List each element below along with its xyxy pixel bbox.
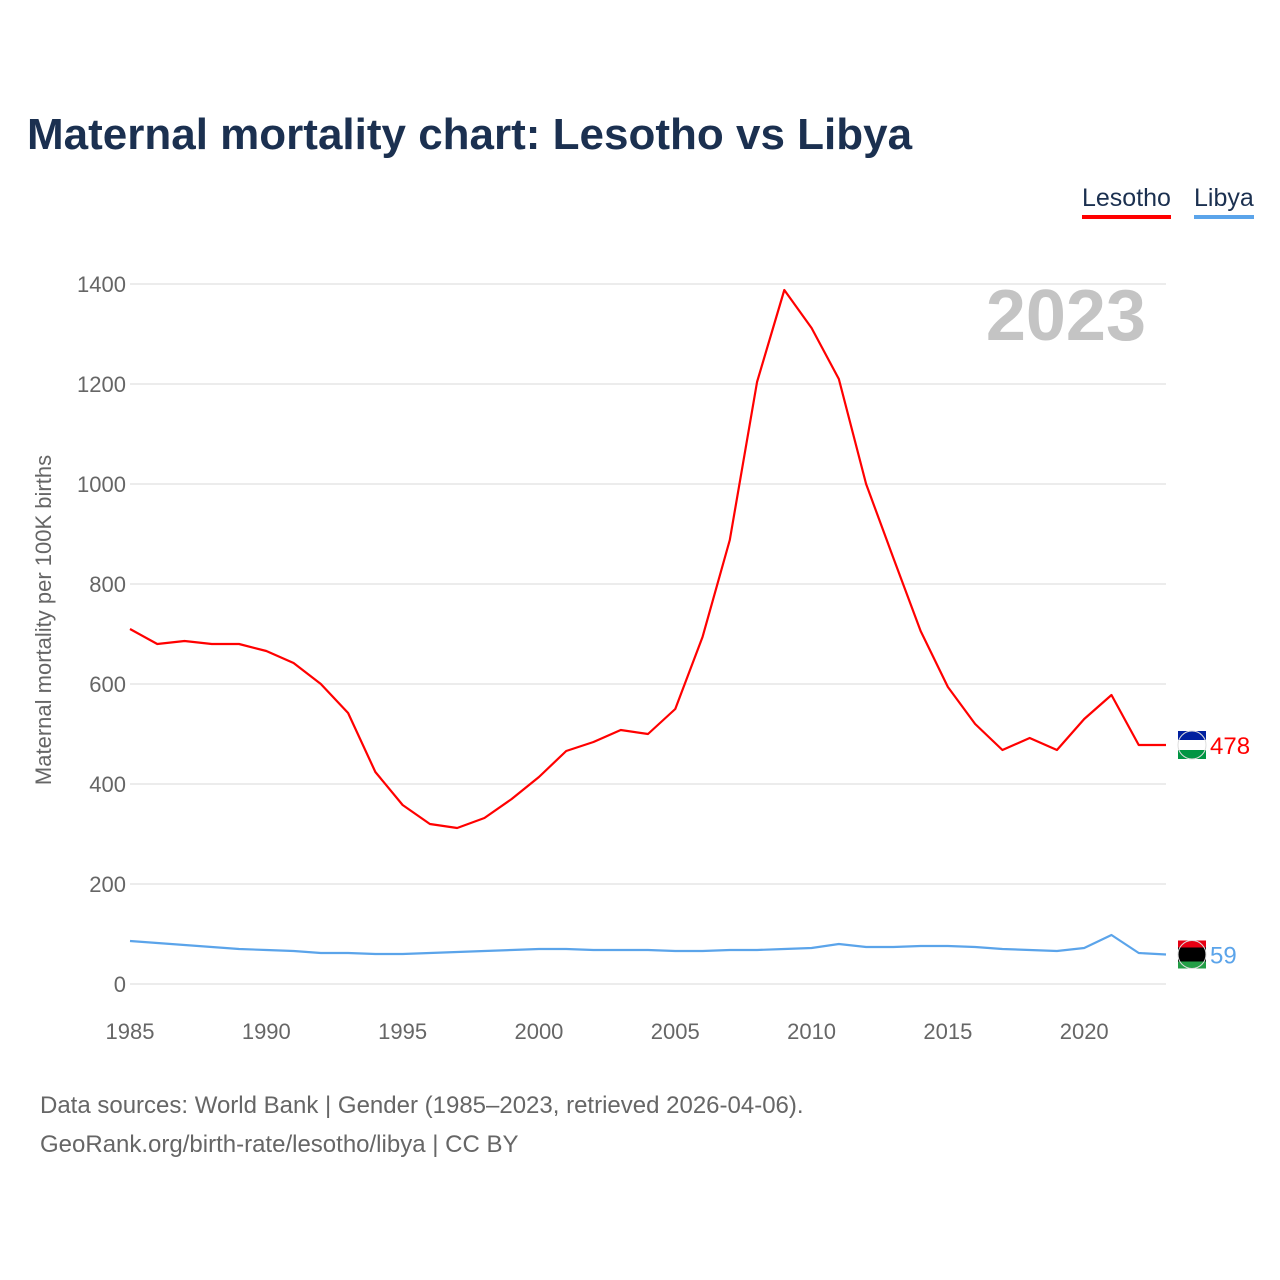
y-tick-label: 0: [114, 972, 126, 997]
y-tick-label: 1200: [77, 372, 126, 397]
x-tick-label: 2005: [651, 1019, 700, 1044]
flag-border: [1177, 940, 1207, 969]
x-tick-label: 2015: [923, 1019, 972, 1044]
y-tick-label: 200: [89, 872, 126, 897]
source-link[interactable]: GeoRank.org/birth-rate/lesotho/libya | C…: [40, 1131, 519, 1158]
lesotho-flag-icon: [1178, 740, 1206, 750]
end-value-label-lesotho: 478: [1210, 733, 1250, 760]
y-tick-label: 600: [89, 672, 126, 697]
y-tick-label: 1400: [77, 272, 126, 297]
lesotho-flag-icon: [1178, 731, 1206, 740]
y-axis-label: Maternal mortality per 100K births: [31, 455, 56, 785]
flag-border: [1177, 730, 1207, 760]
series-line-lesotho: [129, 288, 1166, 830]
y-tick-label: 400: [89, 772, 126, 797]
y-tick-label: 1000: [77, 472, 126, 497]
chart-title: Maternal mortality chart: Lesotho vs Lib…: [27, 110, 913, 159]
footer: Data sources: World Bank | Gender (1985–…: [40, 1086, 804, 1164]
year-label: 2023: [986, 276, 1146, 356]
legend-lesotho[interactable]: Lesotho: [1082, 184, 1171, 219]
x-tick-label: 1985: [106, 1019, 155, 1044]
x-tick-label: 2010: [787, 1019, 836, 1044]
x-tick-label: 1995: [378, 1019, 427, 1044]
data-sources: Data sources: World Bank | Gender (1985–…: [40, 1092, 804, 1119]
x-tick-label: 1990: [242, 1019, 291, 1044]
y-tick-label: 800: [89, 572, 126, 597]
series-line-libya: [129, 933, 1167, 956]
x-tick-label: 2000: [514, 1019, 563, 1044]
end-value-label-libya: 59: [1210, 943, 1237, 970]
libya-flag-icon: [1178, 940, 1206, 948]
lesotho-flag-icon: [1178, 750, 1206, 759]
libya-flag-icon: [1178, 947, 1206, 962]
x-tick-label: 2020: [1060, 1019, 1109, 1044]
libya-flag-icon: [1178, 961, 1206, 969]
legend-libya[interactable]: Libya: [1194, 184, 1254, 219]
